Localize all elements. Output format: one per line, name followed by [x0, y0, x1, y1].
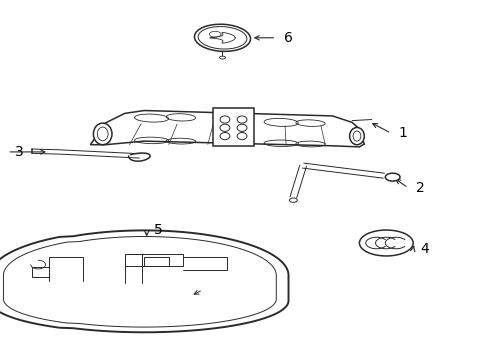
Ellipse shape	[219, 56, 225, 59]
Text: 6: 6	[283, 31, 292, 45]
Text: 1: 1	[398, 126, 407, 140]
Ellipse shape	[93, 123, 112, 145]
Ellipse shape	[349, 127, 364, 145]
Text: 5: 5	[154, 224, 163, 237]
Ellipse shape	[289, 198, 297, 202]
Ellipse shape	[194, 24, 250, 51]
Text: 4: 4	[420, 242, 428, 256]
Polygon shape	[0, 230, 288, 332]
Polygon shape	[212, 108, 254, 146]
Ellipse shape	[359, 230, 412, 256]
Ellipse shape	[385, 173, 399, 181]
Polygon shape	[90, 111, 364, 147]
Text: 3: 3	[15, 145, 23, 159]
Text: 2: 2	[415, 181, 424, 195]
